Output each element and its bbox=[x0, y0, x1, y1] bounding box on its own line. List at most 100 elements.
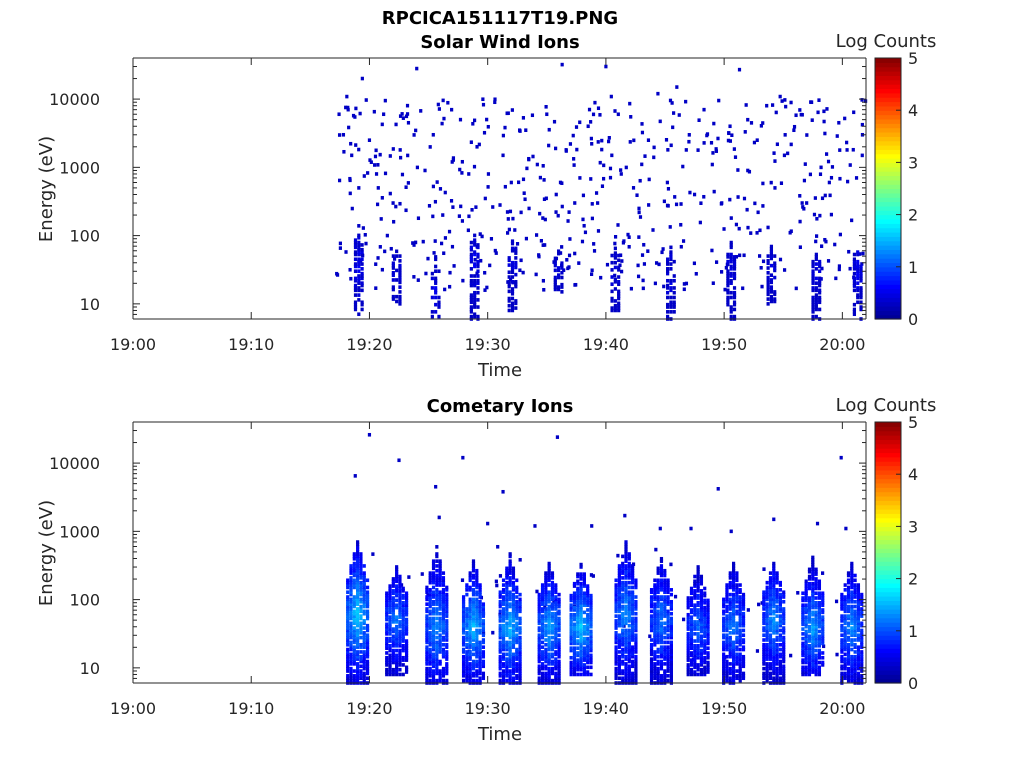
data-pixel bbox=[365, 614, 370, 618]
data-pixel bbox=[697, 118, 701, 123]
data-pixel bbox=[501, 676, 506, 681]
data-pixel bbox=[820, 196, 825, 201]
data-pixel bbox=[666, 583, 670, 587]
data-pixel bbox=[817, 622, 822, 627]
data-pixel bbox=[550, 580, 555, 585]
data-pixel bbox=[508, 647, 512, 652]
data-pixel bbox=[846, 654, 851, 659]
data-pixel bbox=[362, 611, 366, 616]
data-pixel bbox=[656, 669, 660, 673]
data-pixel bbox=[445, 599, 449, 604]
data-pixel bbox=[696, 610, 700, 615]
data-pixel bbox=[346, 654, 350, 659]
data-pixel bbox=[582, 648, 586, 653]
data-pixel bbox=[850, 564, 854, 568]
data-pixel bbox=[725, 619, 729, 623]
data-pixel bbox=[550, 583, 555, 587]
colorbar-segment bbox=[875, 262, 901, 268]
data-pixel bbox=[357, 250, 361, 254]
data-pixel bbox=[349, 662, 353, 666]
data-pixel bbox=[572, 658, 577, 662]
data-pixel bbox=[385, 610, 389, 615]
data-pixel bbox=[666, 186, 671, 191]
data-pixel bbox=[814, 569, 818, 574]
data-pixel bbox=[804, 605, 808, 610]
data-pixel bbox=[445, 588, 449, 592]
data-pixel bbox=[469, 283, 473, 288]
data-pixel bbox=[481, 102, 486, 107]
data-pixel bbox=[395, 634, 399, 639]
data-pixel bbox=[359, 597, 363, 602]
data-pixel bbox=[738, 633, 742, 638]
data-pixel bbox=[465, 671, 469, 676]
data-pixel bbox=[374, 262, 378, 266]
data-pixel bbox=[547, 654, 551, 659]
data-pixel bbox=[762, 592, 766, 597]
data-pixel bbox=[762, 604, 766, 609]
data-pixel bbox=[731, 642, 736, 647]
data-pixel bbox=[356, 662, 360, 666]
data-pixel bbox=[498, 604, 502, 609]
data-pixel bbox=[365, 664, 370, 669]
data-pixel bbox=[775, 604, 779, 609]
data-pixel bbox=[511, 576, 516, 580]
data-pixel bbox=[735, 573, 739, 578]
data-pixel bbox=[547, 583, 551, 587]
data-pixel bbox=[431, 669, 436, 673]
data-pixel bbox=[481, 631, 486, 636]
data-pixel bbox=[395, 589, 399, 593]
data-pixel bbox=[505, 647, 509, 652]
data-pixel bbox=[412, 243, 416, 247]
data-pixel bbox=[729, 267, 733, 271]
data-pixel bbox=[385, 636, 389, 641]
data-pixel bbox=[428, 621, 432, 626]
data-pixel bbox=[846, 614, 851, 618]
data-pixel bbox=[476, 286, 480, 290]
data-pixel bbox=[359, 583, 363, 587]
data-pixel bbox=[762, 626, 766, 630]
data-pixel bbox=[729, 240, 733, 245]
data-pixel bbox=[441, 626, 446, 630]
data-pixel bbox=[569, 617, 573, 622]
data-pixel bbox=[653, 619, 657, 623]
data-pixel bbox=[435, 580, 439, 585]
data-pixel bbox=[461, 455, 465, 460]
data-pixel bbox=[610, 308, 614, 313]
data-pixel bbox=[778, 678, 783, 683]
data-pixel bbox=[804, 581, 808, 586]
data-pixel bbox=[362, 576, 366, 580]
data-pixel bbox=[356, 592, 360, 597]
data-pixel bbox=[478, 602, 482, 606]
data-pixel bbox=[693, 605, 697, 610]
data-pixel bbox=[356, 645, 360, 649]
data-pixel bbox=[814, 239, 818, 244]
data-pixel bbox=[511, 631, 516, 635]
data-pixel bbox=[628, 140, 632, 144]
data-pixel bbox=[663, 595, 667, 599]
data-pixel bbox=[775, 597, 779, 602]
data-pixel bbox=[511, 652, 516, 657]
data-pixel bbox=[435, 662, 439, 666]
data-pixel bbox=[515, 595, 519, 599]
colorbar-tick-label: 0 bbox=[908, 310, 918, 329]
data-pixel bbox=[475, 640, 479, 645]
data-pixel bbox=[425, 585, 429, 590]
data-pixel bbox=[853, 669, 857, 673]
data-pixel bbox=[505, 595, 509, 599]
data-pixel bbox=[689, 627, 694, 631]
data-pixel bbox=[804, 596, 808, 600]
data-pixel bbox=[725, 614, 729, 618]
data-pixel bbox=[467, 214, 471, 219]
data-pixel bbox=[505, 631, 509, 635]
data-pixel bbox=[573, 283, 577, 287]
data-pixel bbox=[579, 586, 583, 591]
data-pixel bbox=[814, 252, 818, 257]
data-pixel bbox=[669, 669, 673, 673]
data-pixel bbox=[811, 271, 815, 276]
data-pixel bbox=[738, 583, 742, 587]
data-pixel bbox=[481, 650, 486, 654]
data-pixel bbox=[807, 624, 812, 629]
data-pixel bbox=[703, 586, 707, 591]
data-pixel bbox=[696, 567, 700, 572]
data-pixel bbox=[473, 293, 477, 297]
